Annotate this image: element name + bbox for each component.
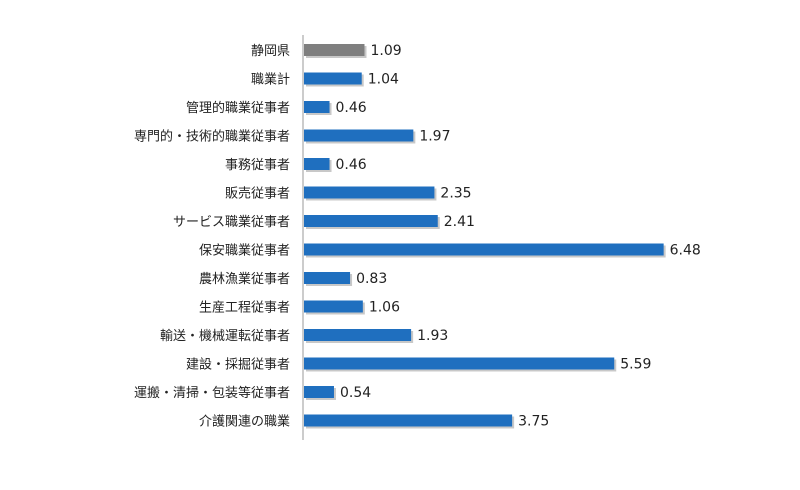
- value-label: 5.59: [620, 357, 651, 373]
- bar: [304, 129, 414, 142]
- value-label: 0.46: [336, 100, 367, 116]
- value-label: 3.75: [518, 414, 549, 430]
- bar: [304, 357, 615, 370]
- category-label: 農林漁業従事者: [199, 271, 290, 287]
- category-label: 介護関連の職業: [199, 414, 290, 430]
- category-label: 運搬・清掃・包装等従事者: [134, 385, 290, 401]
- bar: [304, 215, 438, 227]
- value-label: 1.09: [370, 43, 401, 59]
- bar: [304, 414, 513, 427]
- category-label: 販売従事者: [225, 186, 290, 202]
- category-label: 生産工程従事者: [199, 300, 290, 316]
- category-label: サービス職業従事者: [173, 214, 290, 230]
- value-label: 6.48: [670, 243, 701, 259]
- category-label: 管理的職業従事者: [186, 100, 290, 116]
- bar: [304, 272, 351, 284]
- value-label: 2.41: [444, 214, 475, 230]
- value-label: 1.97: [419, 129, 450, 145]
- value-label: 1.04: [368, 72, 399, 88]
- value-label: 1.06: [369, 300, 400, 316]
- bar: [304, 44, 365, 56]
- category-label: 職業計: [251, 72, 290, 88]
- bar: [304, 243, 664, 256]
- bar: [304, 72, 362, 85]
- bar: [304, 186, 435, 199]
- category-label: 静岡県: [251, 44, 290, 59]
- bar: [304, 386, 334, 398]
- value-label: 0.54: [340, 385, 371, 401]
- value-label: 0.46: [336, 157, 367, 173]
- category-label: 専門的・技術的職業従事者: [134, 129, 290, 145]
- value-label: 0.83: [356, 271, 387, 287]
- bar: [304, 329, 412, 341]
- value-label: 1.93: [417, 328, 448, 344]
- category-label: 建設・採掘従事者: [186, 357, 290, 373]
- bar: [304, 300, 363, 313]
- category-label: 輸送・機械運転従事者: [160, 329, 290, 344]
- category-label: 事務従事者: [225, 158, 290, 173]
- bar: [304, 158, 330, 170]
- category-label: 保安職業従事者: [199, 243, 290, 259]
- value-label: 2.35: [440, 186, 471, 202]
- bar: [304, 101, 330, 113]
